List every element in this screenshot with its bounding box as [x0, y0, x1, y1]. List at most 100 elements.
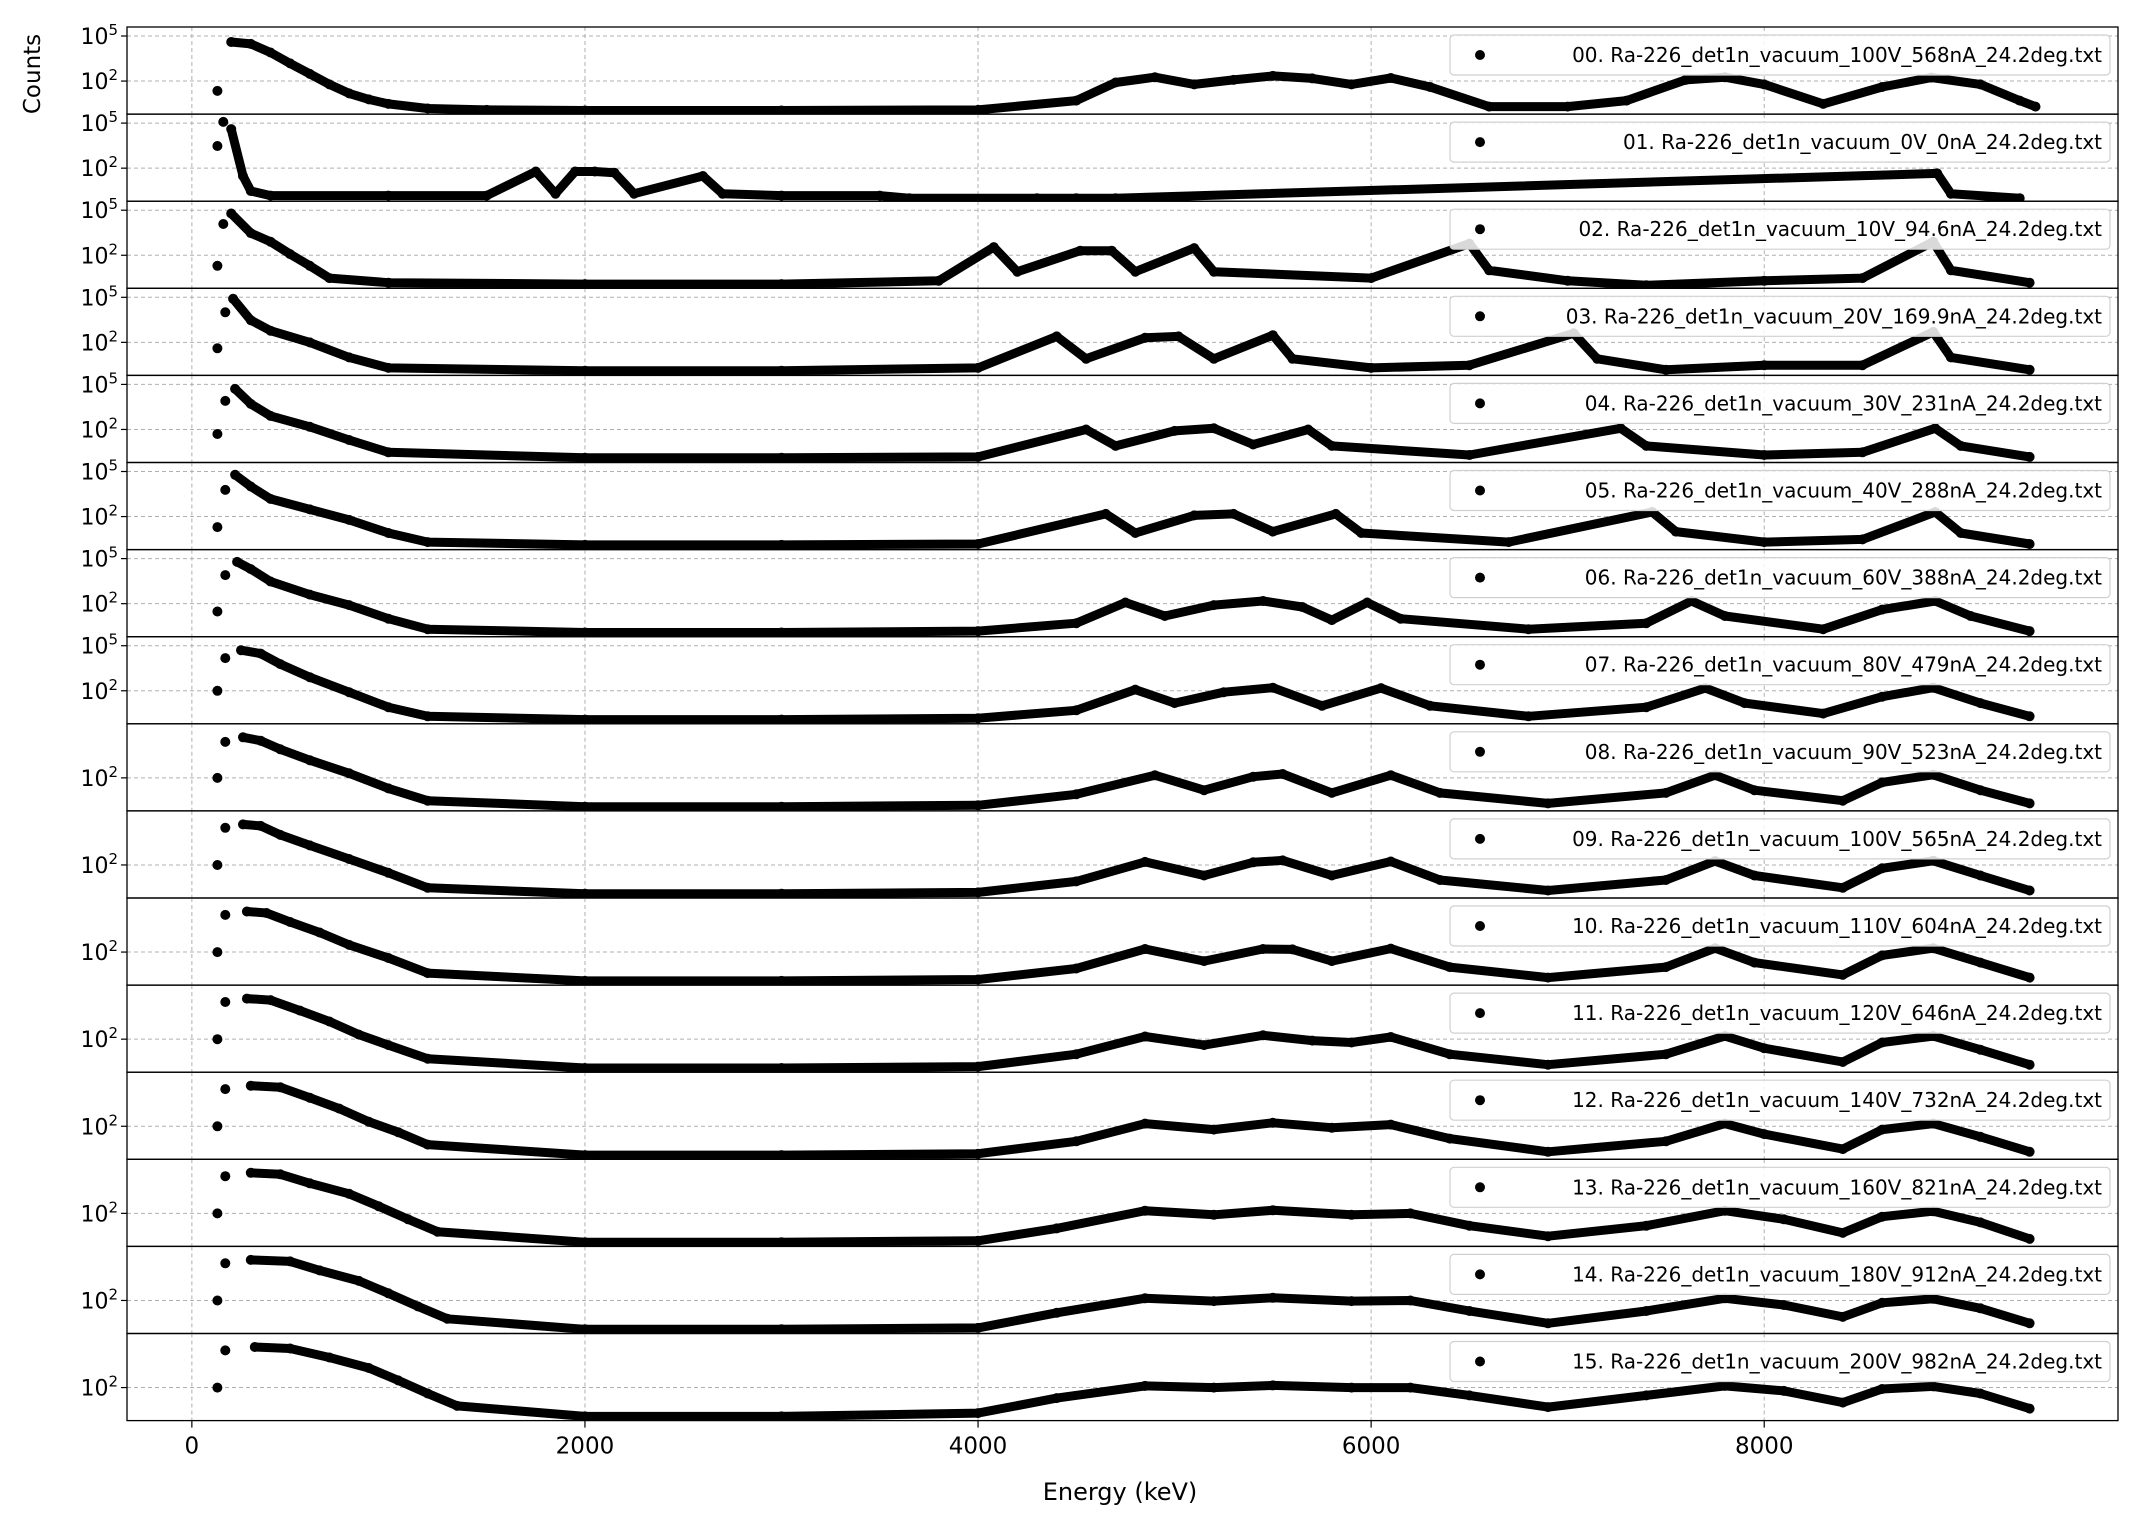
data-point [1641, 618, 1652, 629]
data-point [1110, 440, 1121, 451]
data-point [344, 687, 355, 698]
data-point [1218, 687, 1229, 698]
data-point [383, 277, 394, 288]
series-7 [212, 645, 2035, 724]
panel-11: 102 11. Ra-226_det1n_vacuum_120V_646nA_24… [80, 984, 2119, 1073]
data-point [1778, 1385, 1789, 1396]
data-point [579, 1411, 590, 1421]
data-point [1932, 168, 1943, 179]
data-point [1680, 74, 1691, 85]
data-point [344, 600, 355, 611]
data-point [212, 85, 223, 96]
data-point [550, 188, 561, 199]
data-point [1660, 962, 1671, 973]
legend-label: 12. Ra-226_det1n_vacuum_140V_732nA_24.2d… [1572, 1088, 2102, 1112]
data-point [609, 167, 620, 178]
data-point [1965, 611, 1976, 621]
data-point [933, 275, 944, 286]
data-point [1326, 870, 1337, 881]
data-point [1356, 528, 1367, 538]
data-point [383, 190, 394, 201]
data-point [344, 768, 355, 779]
data-point [324, 273, 335, 284]
legend-box [1449, 1166, 2111, 1208]
data-point [212, 772, 223, 783]
data-point [1975, 1217, 1986, 1228]
data-point [1562, 101, 1573, 112]
data-point [353, 1029, 364, 1040]
data-point [1837, 1227, 1848, 1238]
data-point [2030, 101, 2041, 112]
data-point [220, 909, 231, 920]
data-point [1945, 188, 1956, 199]
panel-07: 102 105 07. Ra-226_det1n_vacuum_80V_479nA_… [80, 631, 2119, 725]
data-point [212, 522, 223, 533]
data-point [228, 293, 239, 304]
data-point [1140, 1380, 1151, 1391]
legend-marker [1475, 1269, 1485, 1280]
y-tick-label: 102 [80, 1198, 118, 1227]
data-point [1464, 1220, 1475, 1231]
data-point [1837, 969, 1848, 980]
data-point [1267, 330, 1278, 341]
series-band [246, 1168, 2035, 1247]
data-point [1366, 362, 1377, 373]
data-point [1928, 1293, 1939, 1304]
data-point [1975, 79, 1986, 90]
legend-box [1449, 992, 2111, 1034]
data-point [973, 539, 983, 549]
data-point [1051, 1393, 1062, 1404]
data-point [1857, 447, 1868, 458]
legend: 14. Ra-226_det1n_vacuum_180V_912nA_24.2d… [1449, 1253, 2111, 1296]
data-point [285, 249, 296, 260]
series-9 [212, 819, 2035, 899]
data-point [1543, 885, 1553, 896]
data-point [1277, 769, 1288, 779]
data-point [1248, 857, 1259, 868]
x-tick-label: 6000 [1342, 1434, 1401, 1460]
data-point [344, 352, 355, 363]
data-point [1071, 963, 1082, 974]
y-tick-label: 102 [80, 414, 118, 443]
data-point [363, 1363, 374, 1373]
data-point [236, 645, 246, 656]
data-point [1277, 855, 1288, 866]
data-point [241, 993, 252, 1004]
data-point [973, 362, 983, 373]
data-point [1444, 1049, 1455, 1060]
data-point [1051, 331, 1062, 342]
data-point [245, 228, 256, 239]
data-point [220, 1171, 231, 1182]
data-point [275, 1082, 286, 1093]
legend: 13. Ra-226_det1n_vacuum_160V_821nA_24.2d… [1449, 1166, 2111, 1208]
data-point [1189, 243, 1200, 254]
data-point [212, 1034, 223, 1045]
data-point [452, 1400, 463, 1411]
data-point [393, 1127, 404, 1138]
x-axis: 0 2000 4000 6000 8000 [185, 1420, 1793, 1460]
data-point [1464, 360, 1475, 371]
data-point [2024, 277, 2035, 288]
data-point [1140, 1118, 1151, 1129]
data-point [973, 626, 983, 637]
panel-06: 102 105 06. Ra-226_det1n_vacuum_60V_388nA_… [80, 544, 2119, 638]
data-point [295, 1005, 305, 1016]
data-point [285, 917, 296, 927]
data-point [422, 103, 433, 114]
data-point [432, 1226, 443, 1237]
data-point [1749, 785, 1760, 796]
legend: 08. Ra-226_det1n_vacuum_90V_523nA_24.2de… [1449, 731, 2111, 773]
data-point [579, 888, 590, 899]
data-point [1228, 74, 1239, 85]
data-point [422, 711, 433, 722]
y-tick-label: 102 [80, 502, 118, 531]
data-point [1267, 1205, 1278, 1216]
data-point [1346, 1382, 1357, 1393]
data-point [1710, 770, 1721, 781]
series-band [230, 384, 2035, 463]
data-point [1258, 944, 1268, 954]
data-point [1877, 1211, 1888, 1222]
data-point [275, 659, 286, 670]
data-point [1346, 1296, 1357, 1307]
